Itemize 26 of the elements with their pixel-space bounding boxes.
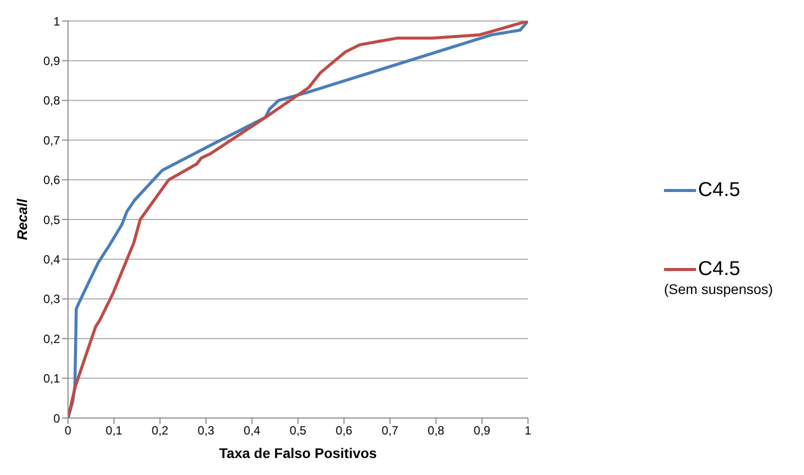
x-tick-label: 0,5: [290, 424, 307, 438]
x-tick-label: 0,4: [244, 424, 261, 438]
y-tick-label: 0,5: [43, 212, 60, 227]
y-tick-label: 0,2: [43, 332, 60, 346]
x-tick-label: 0,9: [474, 424, 491, 438]
x-axis-title: Taxa de Falso Positivos: [219, 445, 378, 461]
x-tick-label: 0,3: [198, 424, 215, 438]
y-tick-label: 0: [53, 411, 60, 426]
y-tick-label: 0,3: [43, 292, 60, 306]
x-tick-label: 0,7: [382, 424, 399, 438]
x-tick-label: 1: [524, 424, 532, 438]
y-tick-label: 0,6: [43, 173, 60, 188]
y-tick-label: 0,9: [43, 54, 60, 68]
x-tick-label: 0,2: [152, 424, 169, 438]
x-tick-label: 0: [64, 424, 72, 438]
y-tick-label: 1: [53, 14, 60, 28]
x-tick-label: 0,1: [106, 424, 123, 438]
y-tick-label: 0,1: [43, 372, 60, 386]
x-tick-label: 0,8: [428, 424, 445, 438]
legend-label: C4.5 (Sem suspensos): [664, 258, 774, 297]
legend-label: C4.5: [698, 179, 740, 202]
y-tick-label: 0,8: [43, 94, 60, 108]
y-tick-label: 0,4: [43, 252, 60, 266]
y-axis-title: Recall: [14, 198, 30, 240]
y-tick-label: 0,7: [43, 133, 60, 148]
x-tick-label: 0,6: [336, 424, 353, 438]
